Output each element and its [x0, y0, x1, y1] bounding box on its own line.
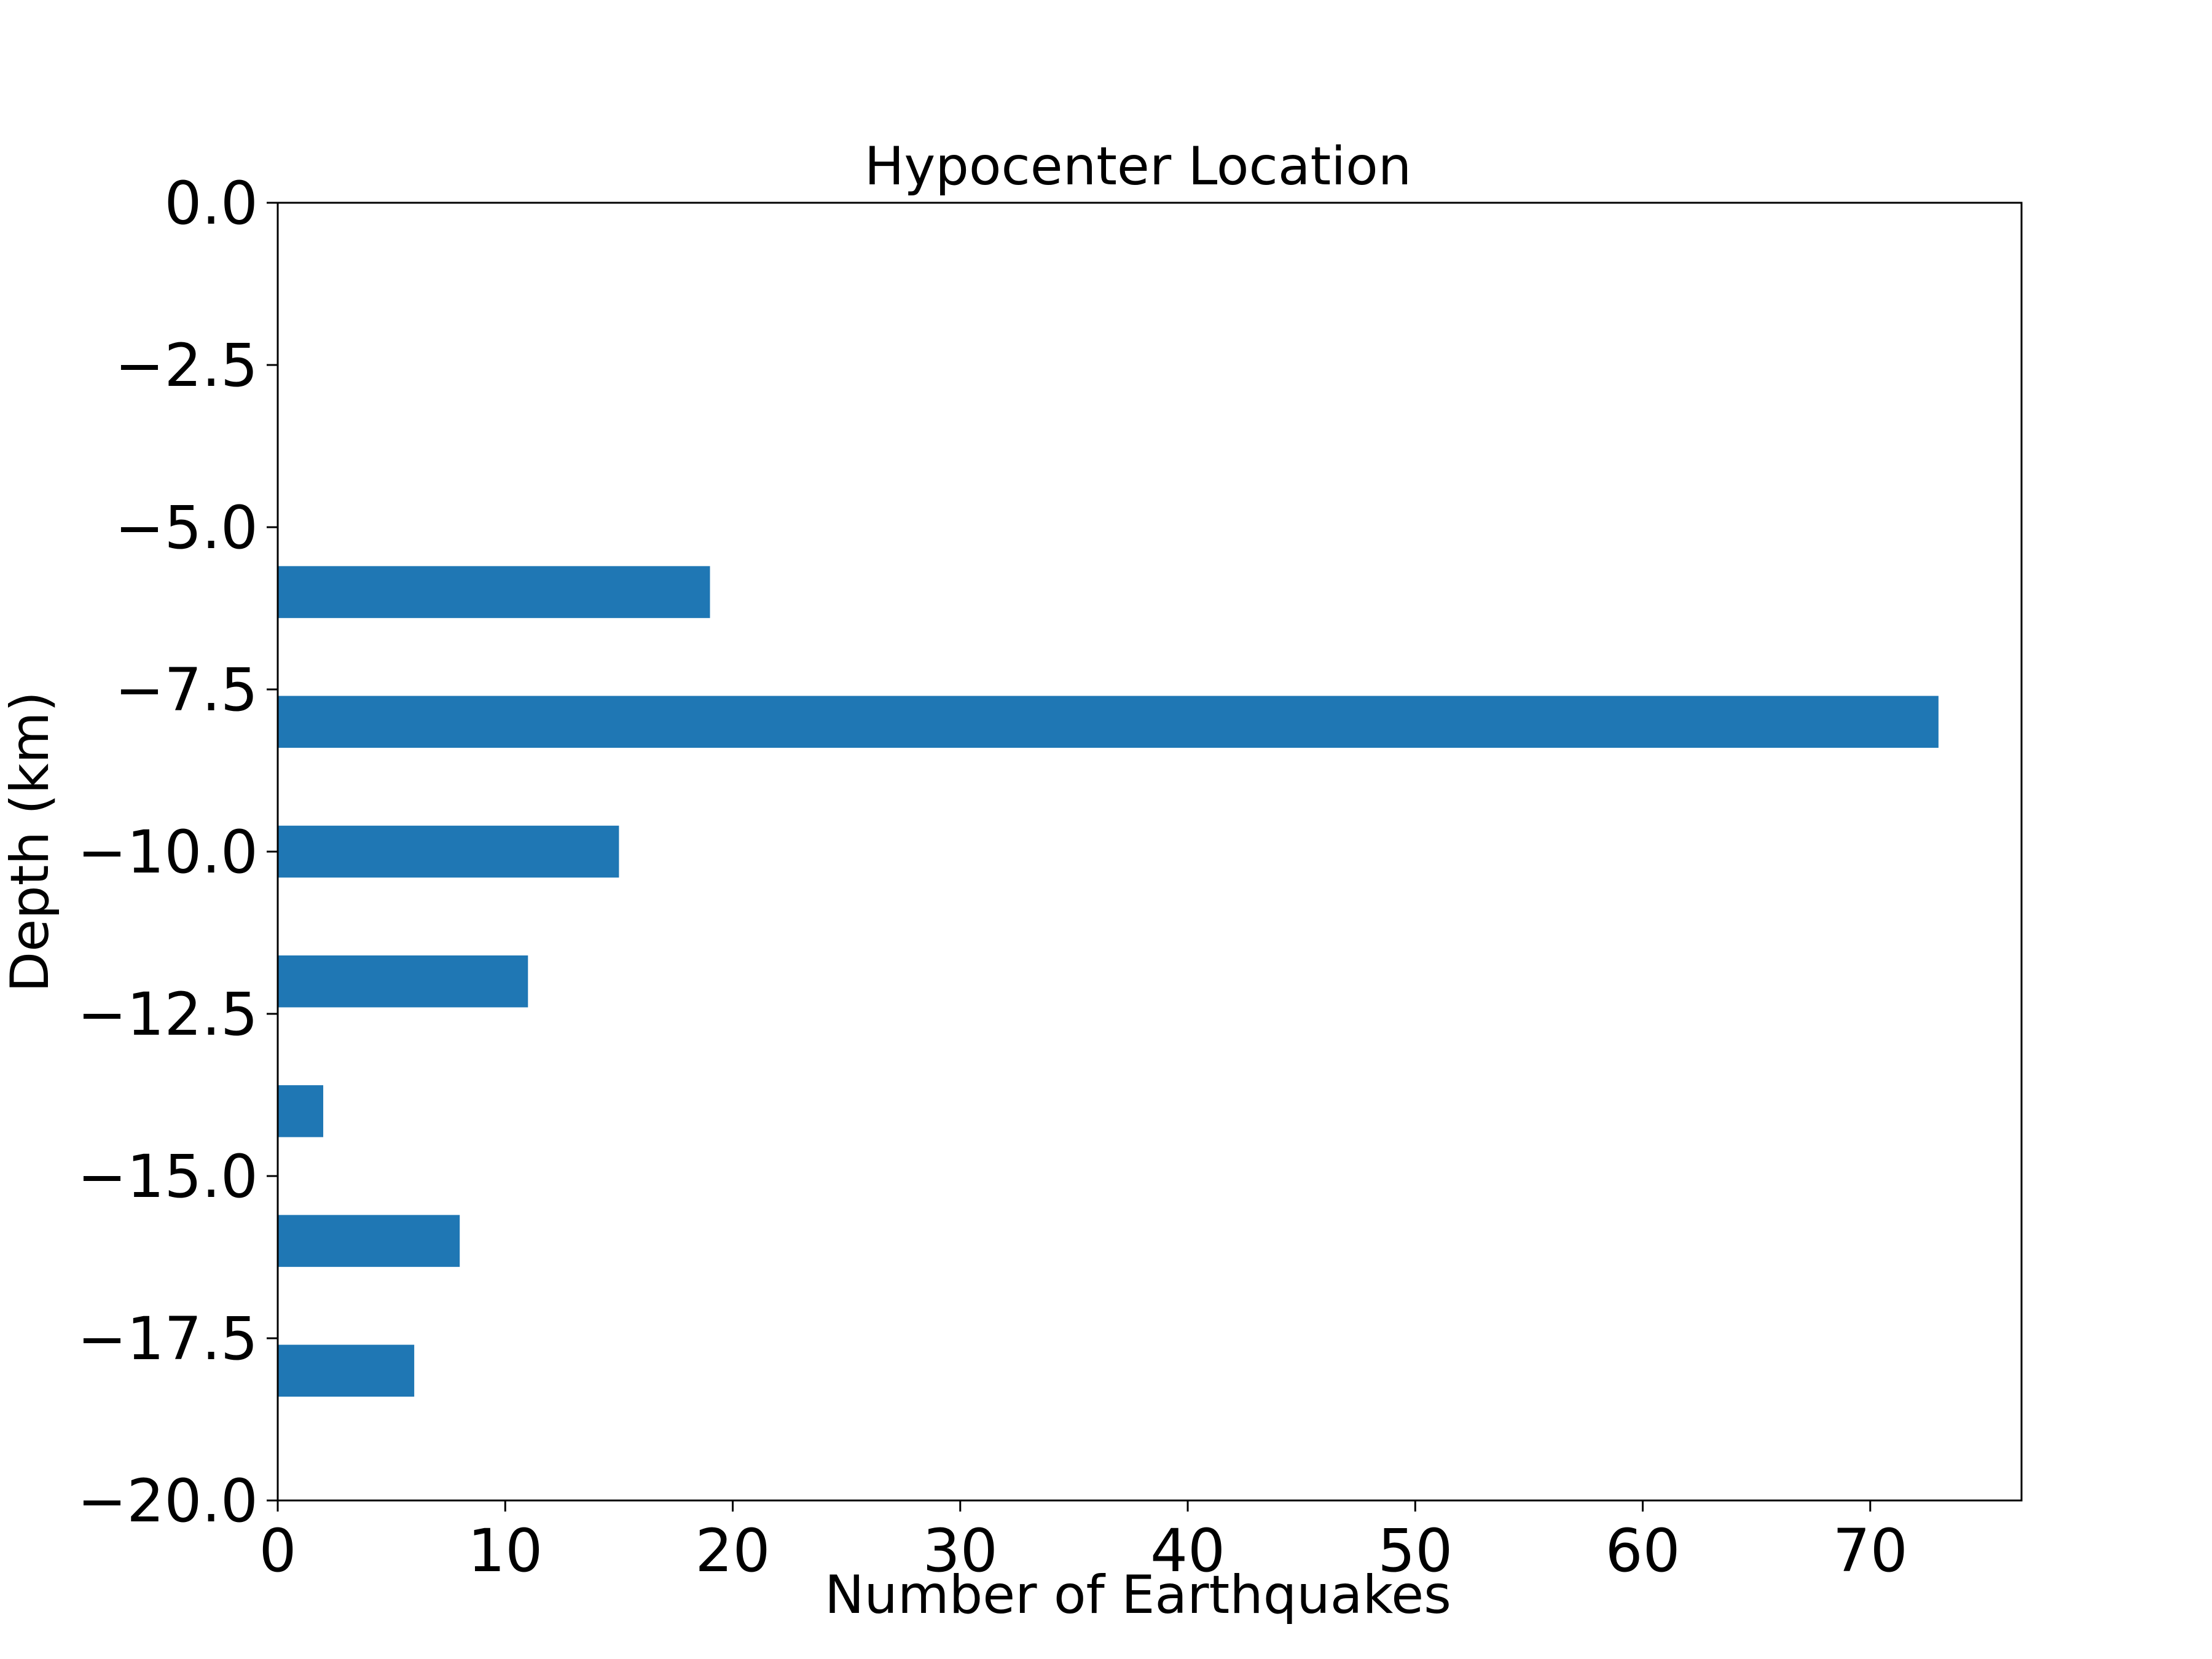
bar-depth-8 — [278, 696, 1939, 748]
y-tick-label: −2.5 — [115, 331, 258, 400]
x-tick-label: 20 — [695, 1516, 770, 1585]
y-tick-label: −15.0 — [77, 1142, 258, 1211]
y-tick-label: −10.0 — [77, 818, 258, 887]
x-tick-label: 50 — [1378, 1516, 1453, 1585]
bar-depth-10 — [278, 825, 619, 878]
y-tick-label: −12.5 — [77, 980, 258, 1049]
y-tick-label: −7.5 — [115, 656, 258, 724]
x-tick-label: 0 — [259, 1516, 296, 1585]
bar-series — [278, 566, 1939, 1397]
chart-title: Hypocenter Location — [865, 136, 1412, 197]
bar-depth-18 — [278, 1344, 415, 1397]
x-tick-label: 40 — [1150, 1516, 1225, 1585]
x-axis-label: Number of Earthquakes — [825, 1564, 1451, 1626]
x-tick-label: 10 — [468, 1516, 543, 1585]
bar-depth-12 — [278, 955, 528, 1008]
x-axis-ticks: 0 10 20 30 40 50 60 70 — [259, 1500, 1908, 1585]
y-tick-label: −5.0 — [115, 493, 258, 562]
y-tick-label: 0.0 — [164, 169, 258, 238]
bar-depth-16 — [278, 1215, 460, 1267]
y-axis-ticks: 0.0 −2.5 −5.0 −7.5 −10.0 −12.5 −15.0 −17.5 −20.0 — [77, 169, 278, 1535]
x-tick-label: 70 — [1833, 1516, 1908, 1585]
y-axis-label: Depth (km) — [0, 691, 61, 992]
bar-depth-6 — [278, 566, 710, 618]
x-tick-label: 60 — [1605, 1516, 1680, 1585]
y-tick-label: −17.5 — [77, 1304, 258, 1373]
plot-frame — [276, 202, 2023, 1502]
bar-depth-14 — [278, 1085, 324, 1137]
y-tick-label: −20.0 — [77, 1467, 258, 1535]
x-tick-label: 30 — [923, 1516, 998, 1585]
